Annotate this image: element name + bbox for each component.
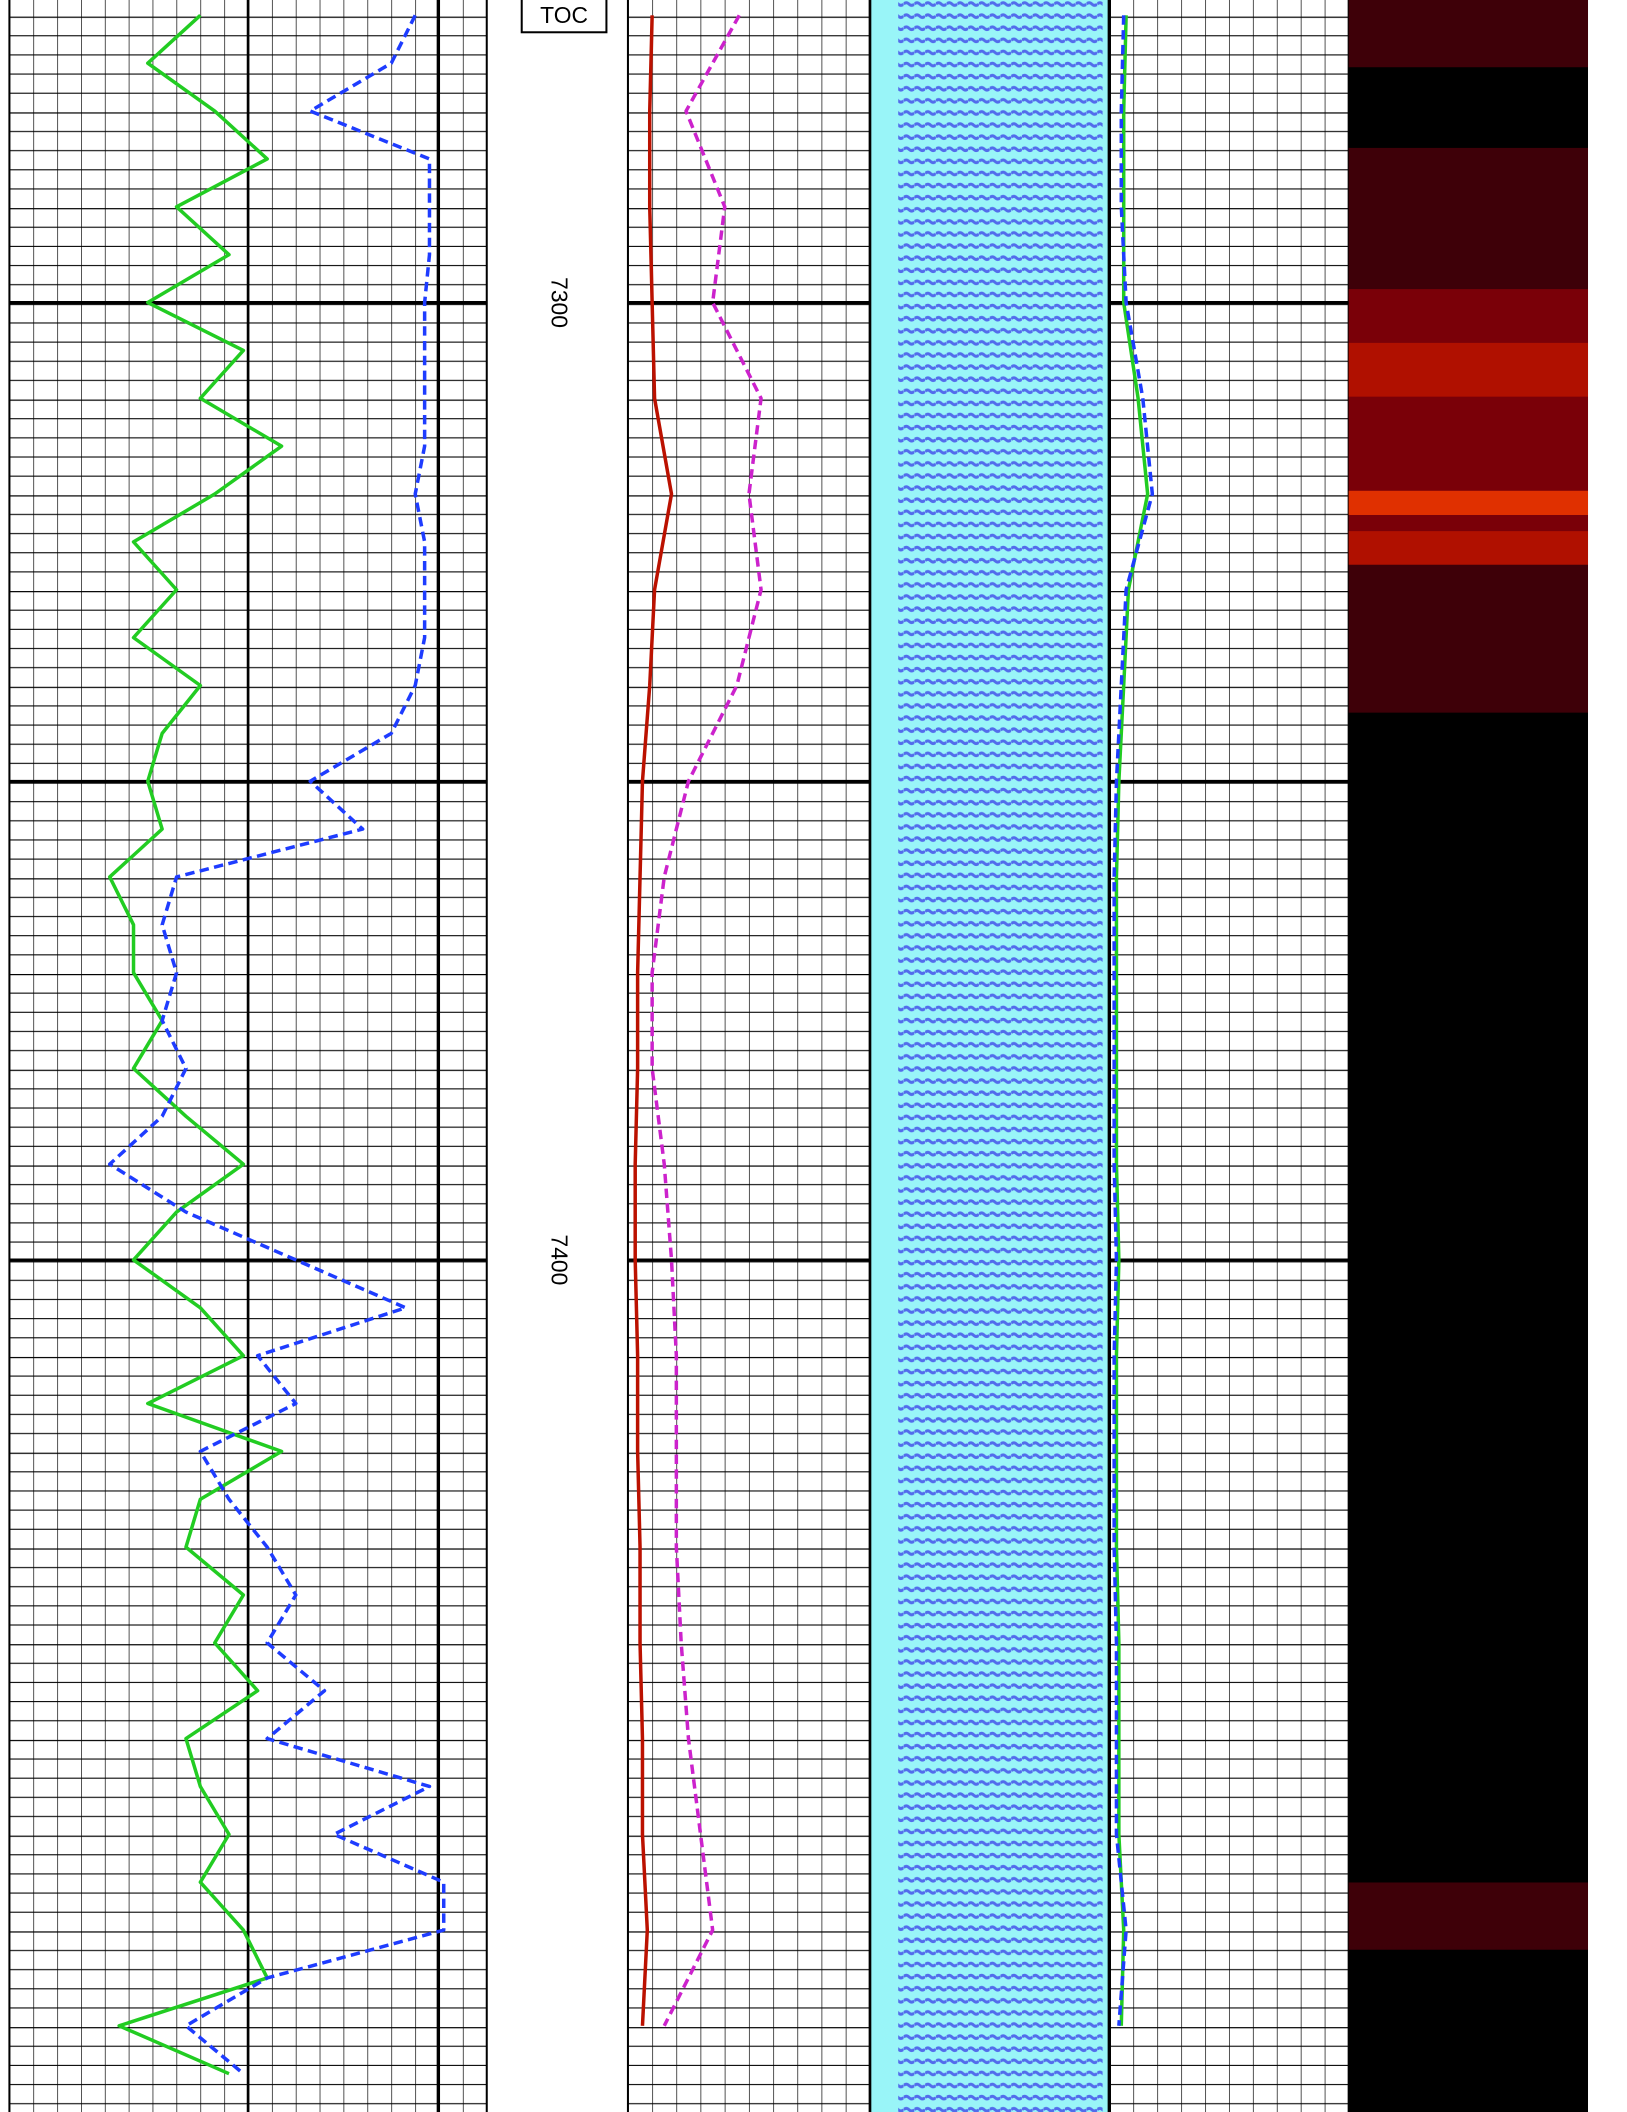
log-curve bbox=[633, 15, 674, 2026]
depth-track: TOC bbox=[520, 0, 608, 34]
log-curve bbox=[1112, 15, 1155, 2026]
grid bbox=[8, 0, 1350, 2112]
log-curve bbox=[1114, 15, 1150, 2026]
acoustic-image bbox=[868, 0, 1111, 2112]
color-image bbox=[1348, 0, 1589, 2112]
depth-label: 7300 bbox=[546, 277, 572, 328]
log-curve bbox=[107, 14, 284, 2076]
log-curve bbox=[650, 14, 763, 2027]
depth-label: 7400 bbox=[546, 1235, 572, 1286]
curves: 7300 7400 bbox=[9, 14, 1349, 2076]
log-curve bbox=[107, 14, 446, 2076]
annotation: TOC bbox=[540, 2, 588, 28]
toc-box bbox=[520, 0, 608, 34]
